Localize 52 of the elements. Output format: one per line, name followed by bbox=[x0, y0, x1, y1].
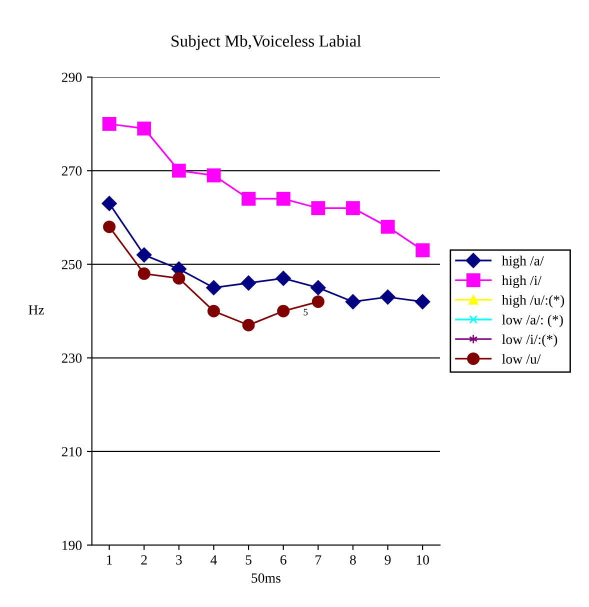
y-tick-label: 250 bbox=[62, 260, 82, 270]
x-tick-label: 5 bbox=[246, 555, 252, 565]
y-axis-title: Hz bbox=[28, 305, 44, 314]
chart-title: Subject Mb,Voiceless Labial bbox=[172, 34, 362, 50]
point bbox=[416, 243, 430, 258]
x-tick-label: 1 bbox=[107, 555, 112, 564]
x-tick-label: 8 bbox=[350, 555, 356, 565]
point bbox=[415, 294, 430, 310]
x-tick-label: 3 bbox=[176, 555, 182, 565]
y-tick-label: 190 bbox=[62, 540, 82, 550]
x-tick-label: 2 bbox=[141, 555, 147, 564]
x-tick-label: 4 bbox=[210, 555, 217, 564]
y-tick-label: 230 bbox=[62, 353, 82, 363]
point bbox=[380, 289, 396, 305]
point bbox=[138, 267, 150, 280]
point bbox=[346, 201, 360, 216]
x-tick-label: 10 bbox=[416, 555, 429, 565]
point bbox=[240, 275, 256, 291]
legend-label: high /a/ bbox=[502, 256, 544, 268]
point bbox=[311, 201, 326, 216]
legend-label: high /u/:(*) bbox=[502, 295, 564, 308]
legend-label: low /a/: (*) bbox=[502, 314, 563, 328]
point bbox=[206, 168, 221, 182]
x-tick-label: 7 bbox=[316, 555, 322, 564]
point bbox=[242, 318, 255, 332]
annotation: 5 bbox=[304, 308, 308, 316]
point bbox=[103, 220, 116, 234]
x-tick-label: 9 bbox=[384, 555, 391, 565]
point bbox=[172, 164, 186, 178]
point bbox=[207, 304, 220, 318]
y-tick-label: 290 bbox=[62, 72, 82, 82]
x-tick-label: 6 bbox=[280, 555, 286, 565]
point bbox=[276, 270, 291, 286]
point bbox=[136, 247, 152, 262]
point bbox=[380, 220, 395, 234]
point bbox=[277, 304, 290, 318]
point bbox=[345, 294, 361, 310]
point bbox=[102, 116, 116, 131]
y-tick-label: 210 bbox=[62, 447, 82, 456]
point bbox=[206, 280, 222, 296]
y-tick-label: 270 bbox=[62, 166, 82, 176]
legend-label: low /u/ bbox=[502, 354, 541, 364]
point bbox=[276, 192, 290, 206]
point bbox=[102, 196, 117, 212]
legend-label: low /i/:(*) bbox=[502, 334, 558, 347]
point bbox=[312, 295, 324, 308]
x-axis-title: 50ms bbox=[252, 573, 280, 583]
legend-label: high /i/ bbox=[502, 275, 542, 288]
point bbox=[310, 280, 326, 296]
point bbox=[242, 192, 256, 206]
point bbox=[172, 272, 186, 285]
point bbox=[137, 122, 152, 136]
